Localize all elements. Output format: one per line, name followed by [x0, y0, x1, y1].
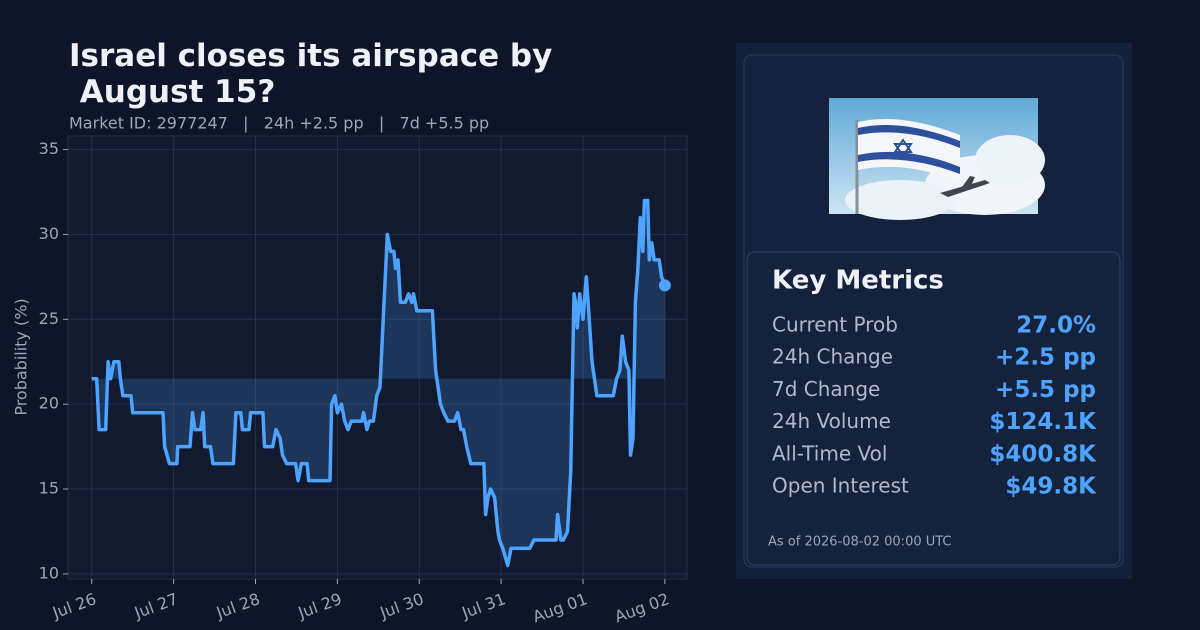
y-tick-label: 10 [39, 563, 59, 582]
metric-value: $124.1K [989, 409, 1097, 435]
metric-value: 27.0% [1016, 313, 1096, 339]
metric-label: Current Prob [772, 313, 898, 337]
metrics-card [746, 251, 1121, 566]
area-fill [91, 200, 665, 566]
metric-value: $400.8K [989, 441, 1097, 467]
chart-title: Israel closes its airspace by August 15? [69, 38, 552, 110]
y-tick-label: 35 [39, 139, 59, 158]
metric-label: Open Interest [772, 474, 909, 498]
metric-value: $49.8K [1005, 474, 1097, 500]
line [91, 198, 667, 568]
metric-label: 24h Volume [772, 409, 891, 433]
y-tick-label: 25 [39, 309, 59, 328]
metric-label: 24h Change [772, 345, 893, 369]
metric-value: +2.5 pp [995, 345, 1096, 371]
metric-label: 7d Change [772, 377, 880, 401]
plot-area [67, 135, 688, 580]
chart-subtitle: Market ID: 2977247 | 24h +2.5 pp | 7d +5… [69, 114, 489, 133]
metrics-list: Current Prob 27.0% 24h Change +2.5 pp 7d Cha… [772, 313, 1097, 500]
metrics-heading: Key Metrics [772, 266, 944, 296]
as-of: As of 2026-08-02 00:00 UTC [768, 535, 952, 550]
last-point [658, 279, 671, 292]
y-tick-label: 15 [39, 479, 59, 498]
market-image [829, 98, 1045, 220]
y-tick-label: 20 [39, 394, 59, 413]
metric-value: +5.5 pp [995, 377, 1096, 403]
y-axis-label: Probability (%) [12, 298, 31, 415]
metric-label: All-Time Vol [772, 441, 887, 465]
y-tick-label: 30 [39, 224, 59, 243]
